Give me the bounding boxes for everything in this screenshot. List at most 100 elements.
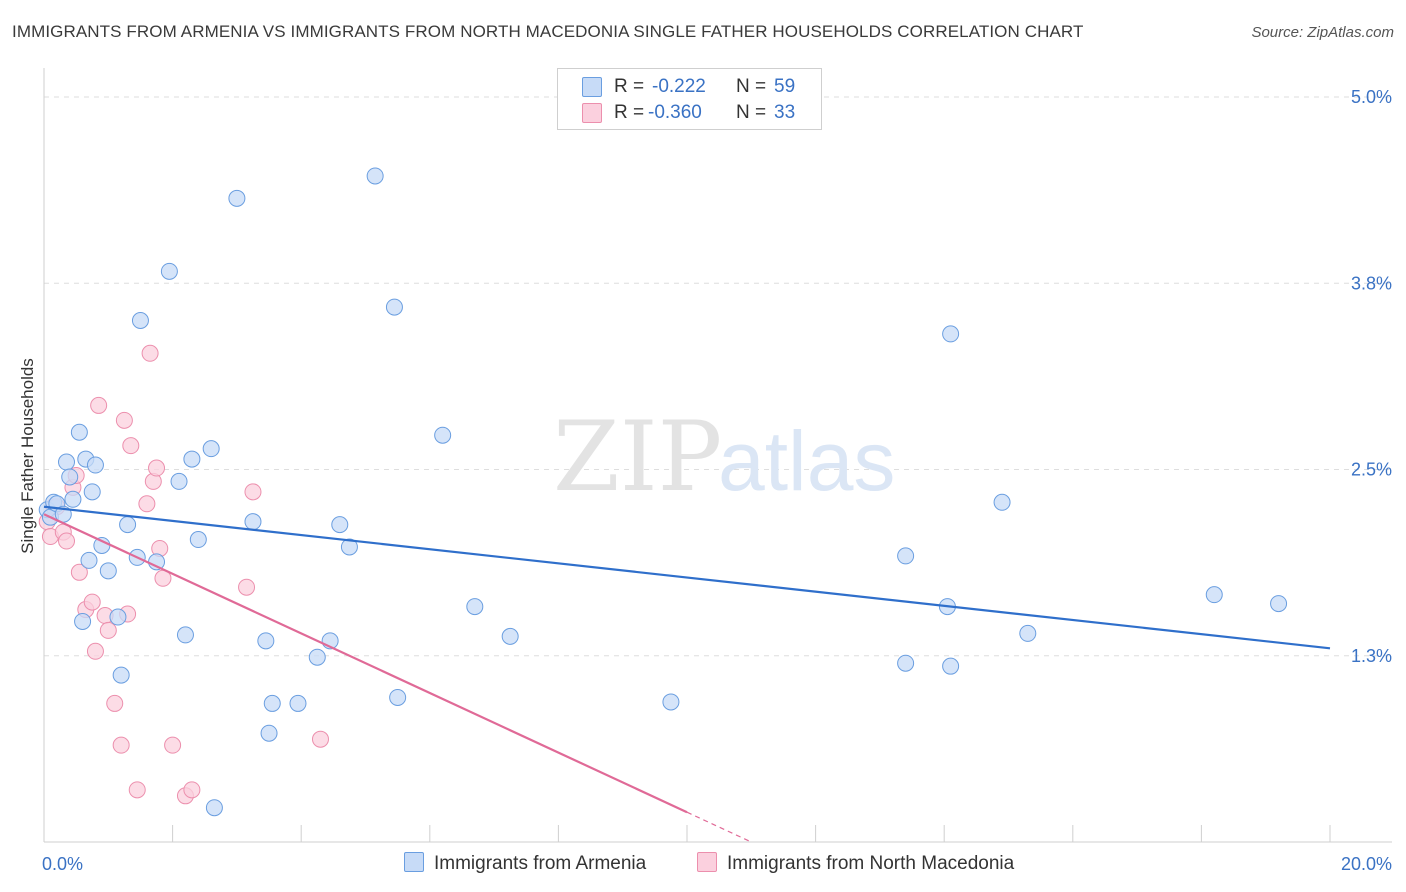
macedonia-point: [58, 532, 76, 550]
armenia-point: [340, 538, 358, 556]
y-tick-label: 2.5%: [1351, 460, 1392, 480]
legend-swatch-macedonia: [582, 103, 602, 123]
armenia-point: [99, 562, 117, 580]
armenia-point: [466, 598, 484, 616]
macedonia-point: [115, 411, 133, 429]
armenia-points: [38, 167, 1288, 817]
x-tick-label: 0.0%: [42, 854, 83, 874]
legend-n-label: N =: [736, 102, 767, 123]
macedonia-point: [141, 344, 159, 362]
armenia-point: [244, 513, 262, 531]
armenia-point: [501, 627, 519, 645]
gridlines: [44, 96, 1392, 657]
armenia-point: [131, 312, 149, 329]
legend: R = -0.222 N = 59 R = -0.360 N = 33: [557, 68, 822, 130]
armenia-point: [434, 426, 452, 444]
macedonia-point: [86, 642, 104, 660]
armenia-point: [1205, 586, 1223, 604]
legend-n-armenia: 59: [774, 76, 796, 97]
armenia-point: [61, 468, 79, 486]
macedonia-point: [83, 593, 101, 611]
armenia-point: [1019, 624, 1037, 642]
armenia-point: [58, 453, 76, 471]
armenia-point: [183, 450, 201, 468]
macedonia-point: [244, 483, 262, 501]
bottom-legend-swatch-macedonia: [697, 852, 717, 872]
macedonia-points: [38, 344, 329, 805]
macedonia-point: [164, 736, 182, 754]
armenia-point: [80, 551, 98, 569]
armenia-point: [74, 612, 92, 630]
armenia-point: [257, 632, 275, 650]
armenia-point: [331, 516, 349, 534]
legend-n-macedonia: 33: [774, 102, 796, 123]
armenia-point: [160, 262, 178, 280]
bottom-legend-swatch-armenia: [404, 852, 424, 872]
armenia-point: [366, 167, 384, 185]
bottom-legend-macedonia: Immigrants from North Macedonia: [697, 852, 1014, 875]
armenia-point: [176, 626, 194, 644]
armenia-point: [70, 423, 88, 441]
armenia-point: [228, 189, 246, 207]
macedonia-point: [148, 459, 166, 477]
macedonia-point: [128, 781, 146, 799]
armenia-point: [308, 648, 326, 666]
armenia-point: [263, 694, 281, 712]
macedonia-trendline: [43, 513, 688, 814]
armenia-point: [385, 298, 403, 316]
macedonia-point: [311, 730, 329, 748]
armenia-trendline: [43, 505, 1331, 650]
source-label: Source: ZipAtlas.com: [1251, 24, 1394, 41]
armenia-point: [993, 493, 1011, 511]
bottom-legend-label-armenia: Immigrants from Armenia: [434, 853, 647, 874]
watermark-zip: ZIP: [553, 401, 722, 513]
armenia-point: [205, 799, 223, 817]
macedonia-point: [122, 437, 140, 455]
armenia-point: [662, 693, 680, 711]
macedonia-point: [112, 736, 130, 754]
y-tick-label: 1.3%: [1351, 646, 1392, 666]
legend-r-armenia: -0.222: [652, 76, 706, 97]
bottom-legend-armenia: Immigrants from Armenia: [404, 852, 646, 875]
bottom-legend-label-macedonia: Immigrants from North Macedonia: [727, 853, 1015, 874]
legend-r-label: R =: [614, 102, 645, 123]
legend-n-label: N =: [736, 76, 767, 97]
armenia-point: [202, 440, 220, 458]
armenia-point: [260, 724, 278, 742]
armenia-point: [389, 688, 407, 706]
y-tick-label: 3.8%: [1351, 273, 1392, 293]
trendlines: [43, 505, 1331, 843]
macedonia-point: [238, 578, 256, 596]
watermark: ZIP atlas: [553, 401, 895, 513]
armenia-point: [897, 654, 915, 672]
armenia-point: [942, 657, 960, 675]
armenia-point: [112, 666, 130, 684]
armenia-point: [1270, 595, 1288, 613]
chart-title: IMMIGRANTS FROM ARMENIA VS IMMIGRANTS FR…: [12, 22, 1084, 41]
armenia-point: [64, 490, 82, 508]
armenia-point: [109, 608, 127, 626]
macedonia-point: [138, 495, 156, 513]
tick-labels: 1.3% 2.5% 3.8% 5.0% 0.0% 20.0%: [42, 87, 1392, 874]
watermark-atlas: atlas: [718, 414, 895, 508]
axes: [43, 68, 1392, 843]
macedonia-point: [90, 396, 108, 414]
armenia-point: [189, 531, 207, 549]
legend-r-label: R =: [614, 76, 645, 97]
armenia-point: [897, 547, 915, 565]
macedonia-trendline-extension: [686, 811, 752, 843]
macedonia-point: [183, 781, 201, 799]
armenia-point: [119, 516, 137, 534]
armenia-point: [942, 325, 960, 343]
armenia-point: [86, 456, 104, 474]
macedonia-point: [70, 563, 88, 581]
y-axis-label: Single Father Households: [18, 358, 37, 554]
macedonia-point: [106, 694, 124, 712]
legend-r-macedonia: -0.360: [648, 102, 702, 123]
armenia-point: [170, 472, 188, 490]
macedonia-point: [99, 621, 117, 639]
x-tick-label: 20.0%: [1341, 854, 1392, 874]
armenia-point: [83, 483, 101, 501]
y-tick-label: 5.0%: [1351, 87, 1392, 107]
